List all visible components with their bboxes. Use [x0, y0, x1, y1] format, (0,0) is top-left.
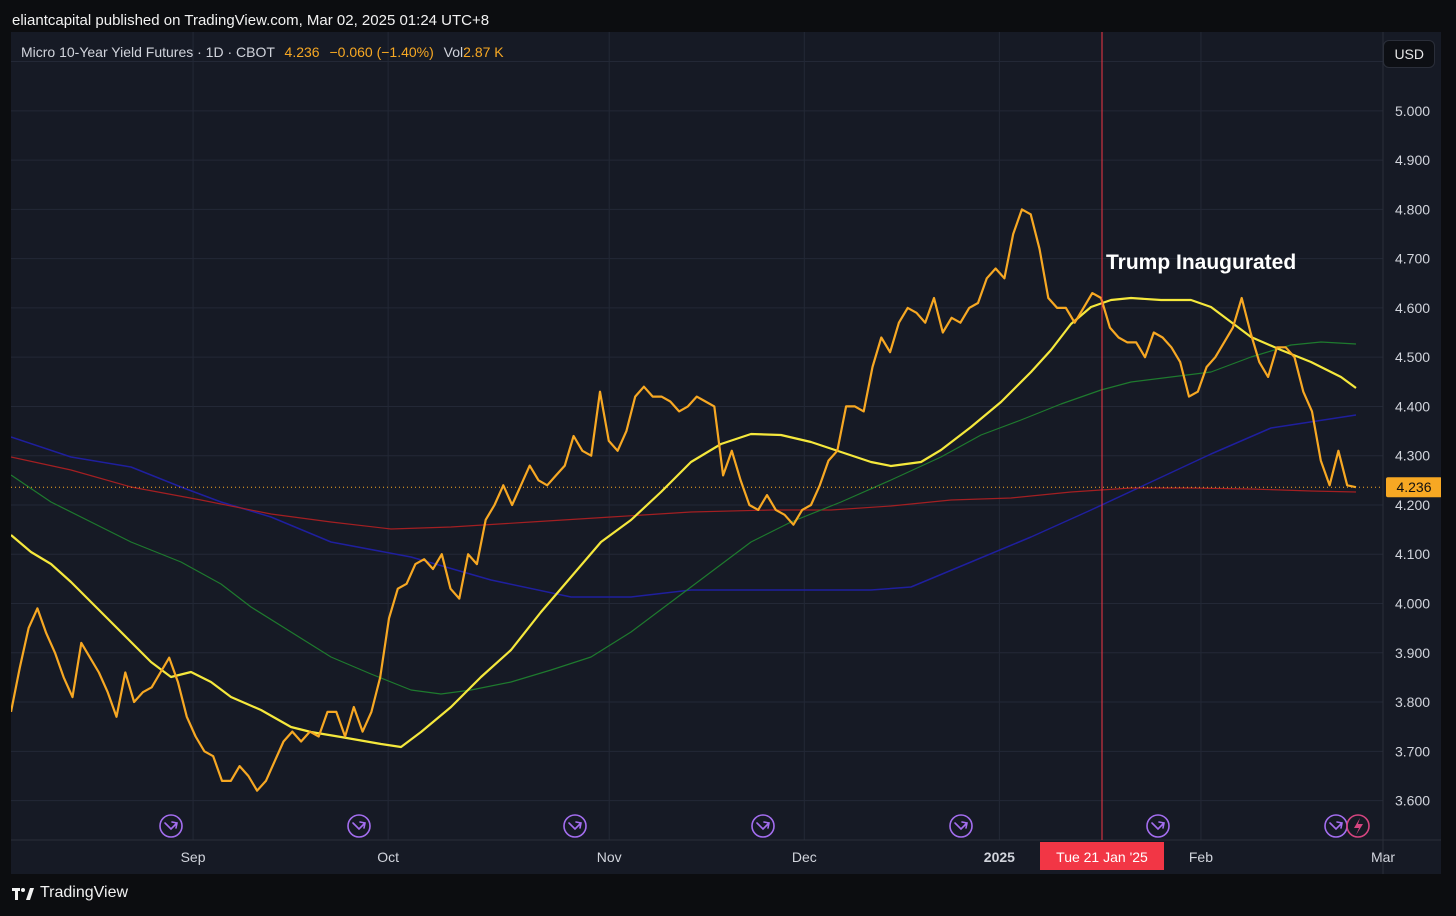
- y-tick-label: 4.100: [1395, 546, 1430, 562]
- price-change: −0.060 (−1.40%): [329, 44, 434, 60]
- series-group: [9, 208, 1357, 792]
- last-price: 4.236: [284, 44, 320, 60]
- x-tick-label: 2025: [984, 849, 1015, 865]
- y-tick-label: 4.400: [1395, 398, 1430, 414]
- x-tick-label: Oct: [377, 849, 399, 865]
- economic-event-icon[interactable]: [1146, 814, 1170, 838]
- sma-green-line: [10, 341, 1357, 695]
- tradingview-logo-icon: [12, 886, 34, 900]
- y-tick-label: 4.800: [1395, 201, 1430, 217]
- x-tick-label: Mar: [1371, 849, 1395, 865]
- volume-value: 2.87 K: [463, 44, 504, 60]
- dividend-event-icon[interactable]: [1346, 814, 1370, 838]
- y-tick-label: 4.300: [1395, 448, 1430, 464]
- inauguration-annotation: Trump Inaugurated: [1106, 251, 1296, 274]
- y-tick-label: 4.200: [1395, 497, 1430, 513]
- symbol-legend: Micro 10-Year Yield Futures · 1D · CBOT …: [21, 44, 504, 60]
- chart-panel[interactable]: 3.600 3.700 3.800 3.900 4.000 4.100 4.200 4.300…: [9, 32, 1442, 874]
- economic-event-icon[interactable]: [159, 814, 183, 838]
- y-tick-label: 4.000: [1395, 596, 1430, 612]
- grid: [11, 32, 1384, 840]
- economic-event-icon[interactable]: [751, 814, 775, 838]
- economic-event-icon[interactable]: [347, 814, 371, 838]
- overlays: 4.236 Tue 21 Jan '25 Trump Inaugurated: [11, 32, 1442, 870]
- x-tick-label: Feb: [1189, 849, 1213, 865]
- volume-label: Vol: [443, 44, 464, 60]
- x-tick-label: Sep: [181, 849, 206, 865]
- y-tick-label: 4.500: [1395, 349, 1430, 365]
- economic-event-icon[interactable]: [1324, 814, 1348, 838]
- economic-event-icon[interactable]: [563, 814, 587, 838]
- economic-event-icon[interactable]: [949, 814, 973, 838]
- y-tick-label: 4.600: [1395, 300, 1430, 316]
- y-tick-label: 4.700: [1395, 251, 1430, 267]
- brand-name: TradingView: [40, 884, 129, 901]
- published-caption: eliantcapital published on TradingView.c…: [12, 12, 490, 29]
- y-tick-label: 4.900: [1395, 152, 1430, 168]
- y-tick-label: 3.700: [1395, 743, 1430, 759]
- currency-button[interactable]: USD: [1383, 40, 1435, 68]
- y-tick-label: 5.000: [1395, 103, 1430, 119]
- x-tick-label: Nov: [597, 849, 622, 865]
- y-tick-label: 3.800: [1395, 694, 1430, 710]
- sma-red-line: [10, 456, 1357, 530]
- x-tick-label: Dec: [792, 849, 817, 865]
- y-tick-label: 3.600: [1395, 793, 1430, 809]
- last-price-tag: [1386, 477, 1442, 498]
- sma-yellow-line: [10, 296, 1357, 749]
- inauguration-date-tag: [1040, 842, 1164, 870]
- axes: 3.600 3.700 3.800 3.900 4.000 4.100 4.200 4.300…: [11, 32, 1441, 874]
- chart-canvas[interactable]: 3.600 3.700 3.800 3.900 4.000 4.100 4.200 4.300…: [9, 32, 1442, 874]
- y-tick-label: 3.900: [1395, 645, 1430, 661]
- price-line: [9, 208, 1357, 792]
- symbol-name: Micro 10-Year Yield Futures · 1D · CBOT: [21, 44, 275, 60]
- inauguration-date-text: Tue 21 Jan '25: [1056, 849, 1148, 865]
- sma-blue-line: [10, 414, 1357, 598]
- footer: TradingView: [12, 884, 128, 902]
- last-price-tag-text: 4.236: [1396, 479, 1431, 495]
